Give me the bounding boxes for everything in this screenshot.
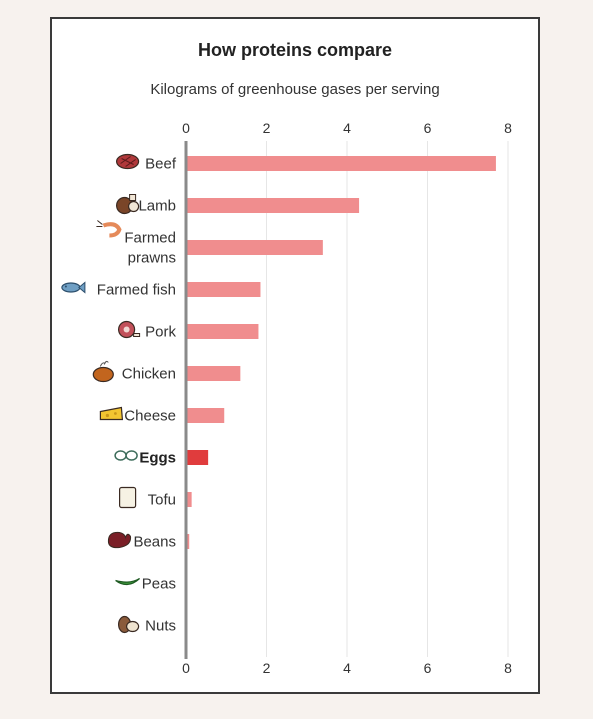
nuts-icon (117, 615, 140, 634)
category-label: Beans (133, 534, 176, 551)
category-label: Lamb (138, 198, 176, 215)
x-tick-label-bottom: 0 (182, 660, 190, 676)
category-label: prawns (128, 250, 176, 267)
x-tick-label-bottom: 6 (424, 660, 432, 676)
prawn-icon (96, 220, 122, 238)
eggs-icon (114, 450, 138, 461)
chart-title: How proteins compare (197, 40, 393, 60)
x-tick-label-top: 8 (504, 120, 512, 136)
chart-subtitle: Kilograms of greenhouse gases per servin… (150, 81, 440, 98)
category-label: Tofu (148, 492, 176, 509)
x-tick-label-bottom: 8 (504, 660, 512, 676)
pea-pod-icon (115, 577, 141, 586)
category-label: Nuts (145, 618, 176, 635)
x-tick-label-bottom: 4 (343, 660, 351, 676)
ham-icon (117, 320, 141, 339)
x-tick-label-top: 4 (343, 120, 351, 136)
bar (186, 198, 360, 213)
fish-icon (61, 281, 86, 294)
bar (186, 282, 261, 297)
category-label: Farmed fish (97, 282, 176, 299)
bean-icon (107, 531, 132, 549)
category-label: Farmed (124, 230, 176, 247)
steak-icon (115, 153, 140, 170)
x-tick-label-top: 6 (424, 120, 432, 136)
cheese-icon (99, 406, 124, 421)
category-label: Cheese (124, 408, 176, 425)
category-label: Beef (145, 156, 177, 173)
x-tick-label-top: 0 (182, 120, 190, 136)
category-label: Pork (145, 324, 176, 341)
bar (186, 408, 225, 423)
bar (186, 366, 241, 381)
bar (186, 156, 496, 171)
bar (186, 324, 259, 339)
x-tick-label-top: 2 (263, 120, 271, 136)
tofu-icon (118, 486, 137, 509)
category-label: Peas (142, 576, 176, 593)
bar (186, 534, 190, 549)
roast-chicken-icon (92, 360, 114, 383)
lamb-chop-icon (115, 194, 140, 215)
bar (186, 240, 323, 255)
chart-card: How proteins compare Kilograms of greenh… (50, 17, 540, 694)
category-label: Eggs (139, 450, 176, 467)
bar (186, 450, 209, 465)
x-tick-label-bottom: 2 (263, 660, 271, 676)
bar-chart: 0 0 2 2 4 4 6 6 8 8 Beef Lamb Farmed prawns Farmed fis… (61, 120, 512, 676)
bar (186, 492, 192, 507)
category-label: Chicken (122, 366, 176, 383)
